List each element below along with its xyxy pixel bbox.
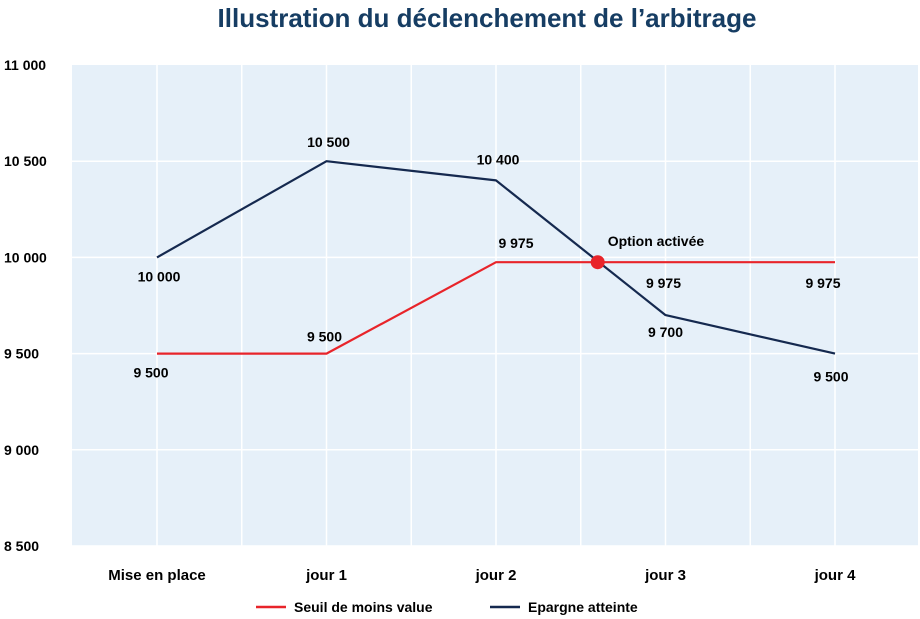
y-axis-ticks: 8 500 9 000 9 500 10 000 10 500 11 000	[4, 57, 47, 554]
data-label: 9 500	[813, 369, 848, 385]
data-label: 9 975	[646, 275, 681, 291]
series-line-2	[156, 160, 836, 355]
x-tick-label: jour 1	[305, 567, 347, 584]
data-label: 9 975	[805, 275, 840, 291]
x-tick-label: jour 4	[814, 567, 856, 584]
legend-label: Seuil de moins value	[294, 599, 433, 615]
annotation-label: Option activée	[608, 233, 705, 249]
y-tick-label: 11 000	[4, 57, 46, 73]
legend: Seuil de moins value Epargne atteinte	[256, 599, 638, 615]
data-label: 9 700	[648, 324, 683, 340]
plot-area	[72, 65, 918, 546]
x-tick-label: Mise en place	[108, 567, 206, 584]
activation-marker	[590, 255, 605, 270]
data-label: 10 400	[477, 151, 520, 167]
x-tick-label: jour 3	[644, 567, 686, 584]
data-label: 10 000	[138, 268, 181, 284]
data-label: 9 500	[307, 329, 342, 345]
y-tick-label: 10 500	[4, 153, 47, 169]
x-axis-ticks: Mise en place jour 1 jour 2 jour 3 jour 4	[108, 567, 856, 584]
x-tick-label: jour 2	[475, 567, 517, 584]
series-lines	[156, 160, 836, 355]
data-label: 9 500	[133, 365, 168, 381]
y-tick-label: 8 500	[4, 538, 39, 554]
data-label: 9 975	[498, 235, 533, 251]
series-line-1	[157, 261, 835, 355]
y-tick-label: 9 500	[4, 346, 39, 362]
annotations: Option activée	[590, 233, 705, 270]
y-tick-label: 9 000	[4, 442, 39, 458]
chart-title: Illustration du déclenchement de l’arbit…	[218, 3, 757, 33]
data-labels: 9 500 9 500 9 975 9 975 9 975 10 000 10 500 10 …	[133, 134, 848, 384]
legend-label: Epargne atteinte	[528, 599, 638, 615]
data-label: 10 500	[307, 134, 350, 150]
y-tick-label: 10 000	[4, 249, 47, 265]
